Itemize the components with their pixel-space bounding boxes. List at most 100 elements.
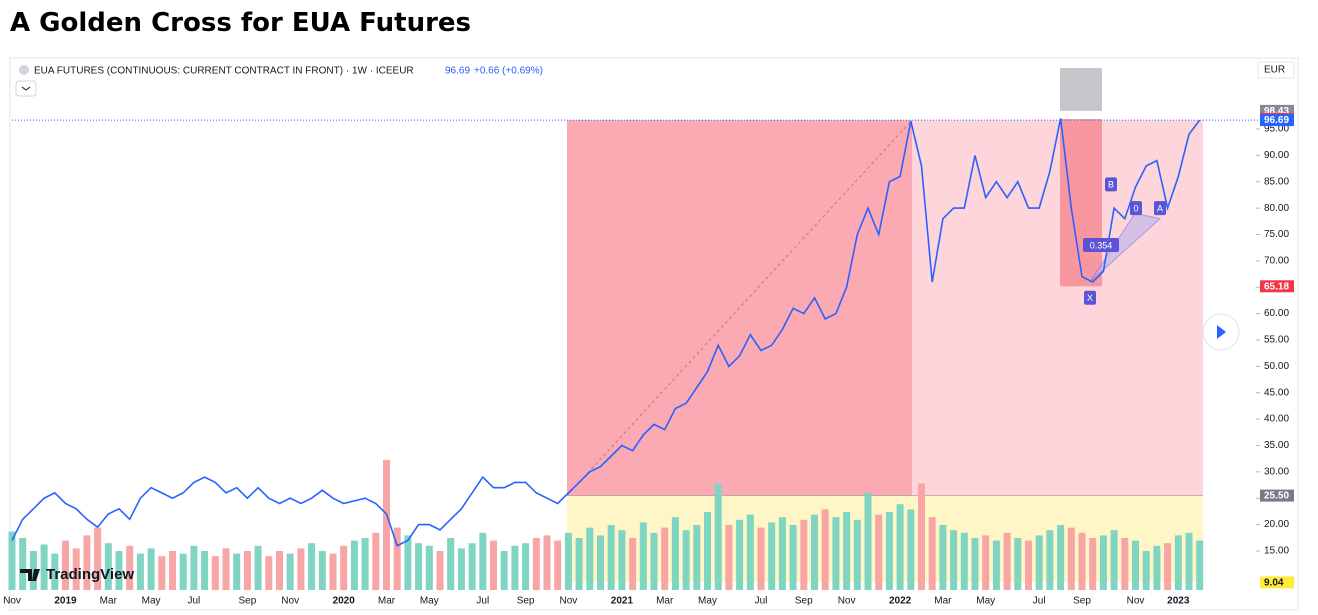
symbol: EUA FUTURES (CONTINUOUS: CURRENT CONTRAC… <box>34 66 414 77</box>
volume-bar <box>29 551 37 590</box>
price-label-box <box>1260 280 1294 293</box>
annotation-box <box>1084 290 1096 305</box>
volume-bar <box>276 551 283 590</box>
x-tick-label: 2022 <box>889 596 912 607</box>
price-label: 96.89 <box>1264 114 1289 125</box>
volume-bar <box>1025 540 1032 590</box>
volume-bar <box>1121 538 1129 590</box>
y-tick-label: 15.00 <box>1264 546 1289 557</box>
volume-bar <box>778 517 786 590</box>
volume-bar <box>201 551 209 590</box>
play-button[interactable] <box>1202 313 1240 351</box>
y-tick-label: 30.00 <box>1264 466 1289 477</box>
volume-bar <box>211 556 219 590</box>
volume-bar <box>8 531 16 590</box>
annotation-box <box>1154 201 1166 216</box>
volume-bar <box>971 538 979 590</box>
x-tick-label: Jul <box>188 596 201 607</box>
volume-bar <box>147 548 155 590</box>
volume-bar <box>115 551 123 590</box>
currency-box[interactable] <box>1257 61 1295 79</box>
volume-bar <box>639 522 647 590</box>
price-label-box <box>1260 104 1294 117</box>
zone-gray <box>1060 68 1102 111</box>
volume-bar <box>104 543 112 590</box>
volume-bar <box>960 532 968 590</box>
volume-bar <box>661 527 669 590</box>
y-tick-label: 85.00 <box>1264 176 1289 187</box>
volume-bar <box>308 543 316 590</box>
volume-bar <box>457 548 465 590</box>
x-tick-label: Nov <box>560 596 578 607</box>
x-tick-label: Jul <box>476 596 489 607</box>
x-tick-label: May <box>698 596 717 607</box>
annotation: A <box>1157 203 1163 213</box>
x-tick-label: Mar <box>934 596 952 607</box>
y-tick-label: 65.00 <box>1264 282 1289 293</box>
volume-bar <box>575 538 583 590</box>
price-change: +0.66 (+0.69%) <box>474 66 543 77</box>
volume-bar <box>233 553 241 590</box>
collapse-button[interactable] <box>15 80 37 97</box>
x-tick-label: Jul <box>1033 596 1046 607</box>
x-tick-label: May <box>142 596 161 607</box>
y-tick-label: 70.00 <box>1264 255 1289 266</box>
x-tick-label: Sep <box>517 596 535 607</box>
volume-bar <box>682 530 690 590</box>
volume-bar <box>286 553 294 590</box>
volume-bar <box>404 535 412 590</box>
volume-bar <box>222 548 230 590</box>
volume-bar <box>1196 540 1204 590</box>
volume-bar <box>597 535 604 590</box>
x-tick-label: Mar <box>656 596 674 607</box>
zone-pink <box>912 120 1203 496</box>
volume-bar <box>725 525 733 590</box>
price-label: 25.50 <box>1264 491 1289 502</box>
volume-bar <box>361 538 369 590</box>
volume-bar <box>179 553 187 590</box>
chevron <box>21 86 31 91</box>
volume-bar <box>372 532 380 590</box>
symbol-icon <box>19 65 29 75</box>
volume-bar <box>714 483 722 590</box>
y-tick-label: 25.00 <box>1264 493 1289 504</box>
volume-bar <box>821 509 829 590</box>
volume-bar <box>650 532 658 590</box>
volume-bar <box>843 512 851 590</box>
volume-bar <box>853 519 861 590</box>
volume-bar <box>671 517 679 590</box>
x-tick-label: Nov <box>281 596 299 607</box>
volume-bar <box>1185 532 1193 590</box>
volume-bar <box>928 517 936 590</box>
volume-bar <box>243 551 251 590</box>
price-label-box <box>1260 114 1294 127</box>
zone-red-box <box>1060 119 1102 287</box>
diagonal <box>566 119 913 496</box>
volume-bar <box>94 527 102 590</box>
volume-bar <box>918 483 925 590</box>
volume-bar <box>1099 535 1107 590</box>
chart-frame <box>9 57 1299 611</box>
volume-bar <box>586 527 594 590</box>
volume-bar <box>393 527 401 590</box>
volume-bar <box>318 551 326 590</box>
brand: TradingView <box>46 566 134 583</box>
volume-bar <box>265 556 273 590</box>
x-tick-label: Sep <box>1073 596 1091 607</box>
volume-bar <box>83 535 91 590</box>
volume-bar <box>1153 545 1161 590</box>
y-tick-label: 40.00 <box>1264 414 1289 425</box>
annotation-box <box>1130 201 1142 216</box>
price-label-box <box>1260 113 1294 126</box>
volume-bar <box>479 532 487 590</box>
currency: EUR <box>1264 65 1285 76</box>
volume-bar <box>800 519 808 590</box>
price-label-box <box>1260 489 1294 502</box>
volume-bar <box>1014 538 1022 590</box>
y-tick-label: 80.00 <box>1264 203 1289 214</box>
volume-bar <box>736 519 744 590</box>
volume-bar <box>436 551 444 590</box>
volume-bar <box>522 543 530 590</box>
